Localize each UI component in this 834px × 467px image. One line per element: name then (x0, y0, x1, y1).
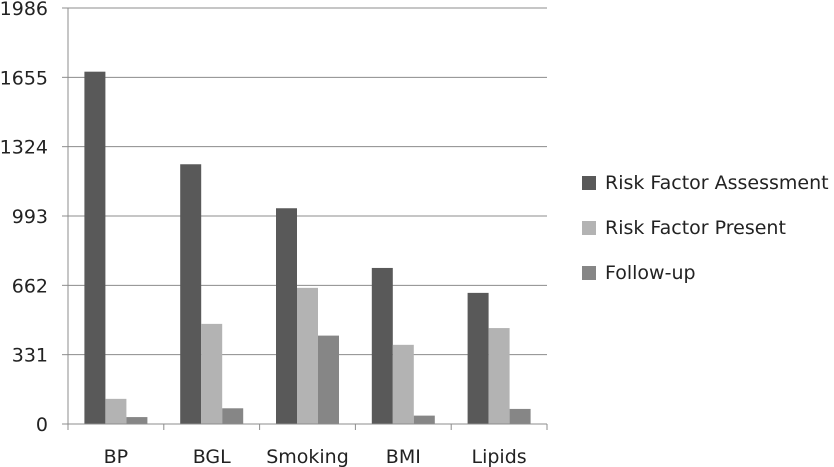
legend-label: Follow-up (605, 262, 696, 284)
bar-bmi-series-1 (371, 267, 393, 424)
bar-lipids-series-3 (509, 408, 531, 424)
legend: Risk Factor Assessment Risk Factor Presen… (582, 172, 829, 307)
bar-lipids-series-2 (488, 328, 510, 424)
x-tick-label: BP (104, 446, 129, 467)
x-tick-label: Smoking (266, 446, 349, 467)
legend-item: Follow-up (582, 262, 829, 284)
bar-bp-series-3 (126, 417, 148, 424)
bar-bp-series-2 (105, 398, 127, 424)
y-tick-label: 1986 (0, 0, 48, 20)
bar-bgl-series-2 (201, 323, 223, 424)
y-tick-label: 1655 (0, 67, 48, 89)
bars (84, 71, 531, 425)
legend-label: Risk Factor Present (605, 217, 786, 239)
y-tick-label: 662 (12, 275, 48, 297)
legend-item: Risk Factor Present (582, 217, 829, 239)
y-tick-label: 331 (12, 345, 48, 367)
bar-bgl-series-1 (180, 164, 202, 424)
y-tick-label: 993 (12, 206, 48, 228)
bar-bmi-series-2 (392, 344, 414, 424)
y-tick-labels: 0 331 662 993 1324 1655 1986 (0, 0, 48, 436)
x-tick-label: BMI (386, 446, 421, 467)
legend-swatch (582, 266, 596, 280)
axes (62, 7, 548, 430)
bar-bgl-series-3 (222, 408, 244, 424)
x-tick-label: BGL (193, 446, 231, 467)
legend-swatch (582, 176, 596, 190)
bar-bp-series-1 (84, 71, 106, 425)
legend-item: Risk Factor Assessment (582, 172, 829, 194)
y-tick-label: 0 (36, 414, 48, 436)
bar-smoking-series-3 (318, 335, 339, 424)
x-tick-label: Lipids (472, 446, 527, 467)
legend-label: Risk Factor Assessment (605, 172, 829, 194)
legend-swatch (582, 221, 596, 235)
bar-bmi-series-3 (413, 415, 435, 424)
bar-smoking-series-1 (276, 208, 297, 424)
x-tick-labels: BP BGL Smoking BMI Lipids (104, 446, 527, 467)
gridlines (68, 7, 547, 356)
y-tick-label: 1324 (0, 137, 48, 159)
bar-lipids-series-1 (467, 292, 489, 424)
bar-smoking-series-2 (297, 287, 318, 424)
